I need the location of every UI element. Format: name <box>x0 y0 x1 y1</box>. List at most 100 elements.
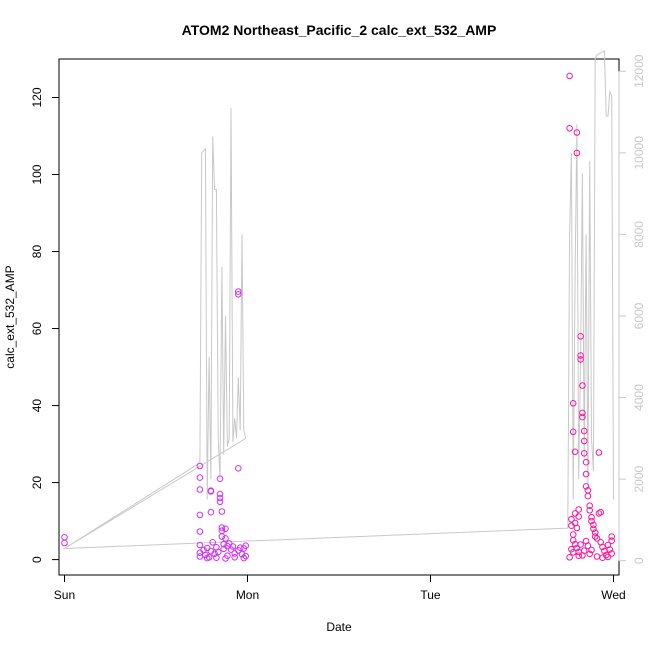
data-point <box>588 546 595 554</box>
data-point <box>236 544 244 552</box>
y-left-tick-label: 20 <box>30 476 44 490</box>
data-point <box>580 437 588 445</box>
data-point <box>580 450 588 457</box>
data-point <box>584 492 592 500</box>
data-point <box>196 541 204 549</box>
data-point <box>231 554 238 561</box>
data-point <box>235 288 242 295</box>
data-point <box>575 506 583 513</box>
data-point <box>588 513 595 521</box>
data-point <box>606 546 614 553</box>
data-point <box>213 554 220 562</box>
data-point <box>568 515 575 523</box>
y-right-tick-label: 12000 <box>632 54 646 88</box>
data-point <box>222 535 229 542</box>
y-left-tick-label: 0 <box>30 556 44 563</box>
data-point <box>229 543 237 550</box>
right-axis-line-series <box>62 49 614 550</box>
data-point <box>577 352 584 359</box>
plot-box <box>58 58 620 576</box>
y-right-tick-label: 8000 <box>632 221 646 248</box>
data-point <box>580 427 588 435</box>
data-point <box>569 549 577 556</box>
y-right-tick-label: 0 <box>632 557 646 564</box>
data-point <box>242 552 249 560</box>
data-point <box>579 552 586 559</box>
y-right-tick-label: 4000 <box>632 384 646 411</box>
data-point <box>575 513 583 520</box>
y-left-tick-label: 60 <box>30 322 44 336</box>
data-point <box>595 510 603 517</box>
data-point <box>579 382 586 389</box>
data-point <box>235 465 242 472</box>
data-point <box>573 149 581 157</box>
y-left-tick-label: 40 <box>30 399 44 413</box>
data-point <box>573 524 581 532</box>
series-line <box>62 49 614 550</box>
data-point <box>597 508 605 516</box>
data-point <box>569 400 577 407</box>
data-point <box>216 490 224 498</box>
data-point <box>573 129 581 136</box>
y-left-tick-label: 80 <box>30 245 44 259</box>
y-left-tick-label: 100 <box>30 164 44 184</box>
data-point <box>579 413 586 421</box>
data-point <box>608 533 616 540</box>
data-point <box>593 535 601 542</box>
data-point <box>599 543 606 551</box>
data-point <box>566 554 573 561</box>
data-point <box>582 470 590 478</box>
data-point <box>569 531 577 538</box>
data-point <box>575 552 583 560</box>
data-point <box>61 534 68 541</box>
data-point <box>577 356 584 363</box>
data-point <box>604 553 612 561</box>
data-point <box>569 428 577 436</box>
data-point <box>608 537 616 545</box>
data-point <box>216 475 224 483</box>
y-right-tick-label: 10000 <box>632 136 646 170</box>
data-point <box>571 448 579 456</box>
data-point <box>196 511 204 519</box>
data-point <box>591 529 599 536</box>
data-point <box>203 554 211 562</box>
data-point <box>238 550 246 558</box>
data-point <box>588 517 595 525</box>
data-point <box>566 125 573 132</box>
data-point <box>216 494 224 502</box>
data-point <box>196 486 204 493</box>
data-point <box>591 533 599 540</box>
data-point <box>593 553 601 560</box>
axes: Sun Mon Tue Wed 0 20 40 60 80 100 120 0 2000 4000 6000… <box>30 54 646 602</box>
data-point <box>222 555 229 562</box>
data-point <box>218 508 226 515</box>
data-point <box>196 474 204 481</box>
data-point <box>211 550 218 558</box>
data-point <box>207 508 215 516</box>
data-point <box>240 554 248 562</box>
x-tick-label: Mon <box>236 588 259 602</box>
point-series <box>61 72 616 562</box>
x-tick-label: Wed <box>601 588 625 602</box>
data-point <box>209 539 216 546</box>
data-point <box>595 449 603 456</box>
data-point <box>608 550 616 557</box>
data-point <box>196 462 204 470</box>
data-point <box>582 458 590 466</box>
data-point <box>582 483 590 490</box>
data-point <box>590 521 597 529</box>
y-axis-label: calc_ext_532_AMP <box>3 265 17 368</box>
x-tick-label: Sun <box>54 588 75 602</box>
x-tick-label: Tue <box>420 588 441 602</box>
y-right-tick-label: 6000 <box>632 302 646 329</box>
data-point <box>568 522 575 530</box>
data-point <box>207 488 215 495</box>
data-point <box>579 409 586 417</box>
data-point <box>586 502 594 510</box>
data-point <box>566 72 573 80</box>
data-point <box>586 507 594 514</box>
x-axis-label: Date <box>326 620 352 634</box>
data-point <box>569 537 577 544</box>
data-point <box>61 539 68 547</box>
